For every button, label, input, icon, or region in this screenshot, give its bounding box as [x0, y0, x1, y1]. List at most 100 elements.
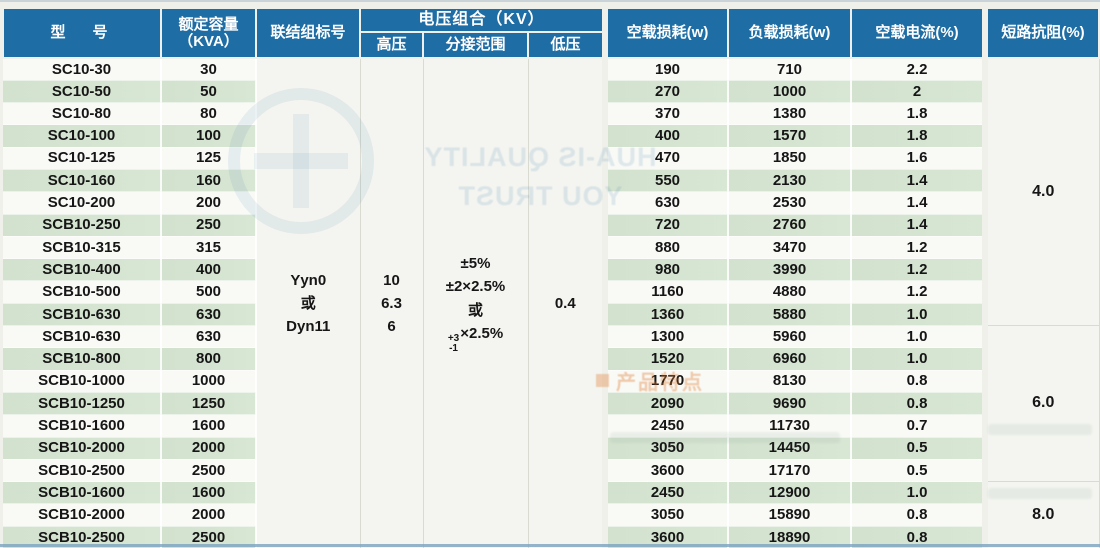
cell-no-load-current: 1.8 [851, 124, 987, 148]
cell-capacity: 125 [161, 146, 257, 170]
cell-model: SCB10-2000 [3, 503, 162, 527]
cell-no-load-current: 2 [851, 79, 987, 103]
cell-load-loss: 2760 [728, 213, 853, 237]
spec-table: 型 号 额定容量 （KVA） 联结组标号 电压组合（KV） 空载损耗(w) 负载… [2, 7, 1100, 548]
col-header-lv: 低压 [526, 31, 607, 59]
cell-no-load-loss: 400 [602, 124, 730, 148]
cell-no-load-current: 1.4 [851, 191, 987, 215]
cell-capacity: 200 [161, 191, 257, 215]
table-row: SC10-100 100 400 1570 1.8 [3, 124, 1099, 148]
cell-no-load-loss: 630 [602, 191, 730, 215]
cell-impedance: 4.0 [982, 57, 1100, 327]
cell-capacity: 80 [161, 102, 257, 125]
cell-model: SCB10-1600 [3, 481, 162, 504]
cell-model: SCB10-500 [3, 280, 162, 304]
spec-table-body: SC10-30 30 Yyn0 或 Dyn11 10 6.3 6 ±5% ±2×2.5% 或 +3 -1… [3, 57, 1100, 548]
cell-model: SC10-80 [3, 102, 162, 125]
cell-no-load-loss: 370 [602, 102, 730, 125]
cell-capacity: 400 [161, 258, 257, 281]
cell-no-load-current: 1.0 [851, 325, 987, 348]
cell-no-load-loss: 1360 [602, 302, 730, 326]
table-row: SC10-125 125 470 1850 1.6 [3, 146, 1099, 170]
cell-model: SC10-100 [3, 124, 162, 148]
capacity-header-line2: （KVA） [178, 33, 239, 50]
table-row: SCB10-630 630 1360 5880 1.0 [3, 302, 1099, 326]
cell-model: SC10-125 [3, 146, 162, 170]
cell-capacity: 630 [161, 302, 257, 326]
cell-no-load-current: 1.4 [851, 168, 987, 192]
cell-no-load-loss: 550 [602, 168, 730, 192]
cell-no-load-current: 1.0 [851, 481, 987, 504]
cell-no-load-current: 1.4 [851, 213, 987, 237]
table-header: 型 号 额定容量 （KVA） 联结组标号 电压组合（KV） 空载损耗(w) 负载… [2, 7, 1100, 59]
cell-load-loss: 11730 [728, 414, 853, 438]
table-row: SCB10-2500 2500 3600 18890 0.8 [3, 525, 1099, 548]
cell-load-loss: 14450 [728, 436, 853, 460]
cell-capacity: 2000 [161, 503, 257, 527]
cell-load-loss: 1570 [728, 124, 853, 148]
table-row: SC10-50 50 270 1000 2 [3, 79, 1099, 103]
cell-no-load-loss: 2450 [602, 414, 730, 438]
col-header-model: 型 号 [2, 7, 162, 59]
cell-capacity: 1600 [161, 414, 257, 438]
cell-capacity: 2500 [161, 525, 257, 548]
cell-no-load-loss: 3050 [602, 503, 730, 527]
cell-no-load-current: 1.2 [851, 235, 987, 259]
cell-capacity: 50 [161, 79, 257, 103]
cell-model: SC10-160 [3, 168, 162, 192]
col-header-load-loss: 负载损耗(w) [727, 7, 853, 59]
cell-no-load-current: 0.5 [851, 458, 987, 482]
cell-capacity: 1250 [161, 391, 257, 415]
table-row: SCB10-500 500 1160 4880 1.2 [3, 280, 1099, 304]
cell-no-load-loss: 3600 [602, 458, 730, 482]
table-row: SCB10-630 630 1300 5960 1.0 6.0 [3, 325, 1100, 483]
cell-model: SCB10-1000 [3, 369, 162, 393]
cell-capacity: 250 [161, 213, 257, 237]
cell-capacity: 1000 [161, 369, 257, 393]
cell-model: SCB10-315 [3, 235, 162, 259]
capacity-header-line1: 额定容量 [178, 15, 239, 33]
cell-no-load-current: 0.8 [851, 369, 987, 393]
page-top-edge-line [0, 0, 1100, 2]
cell-load-loss: 15890 [728, 503, 853, 527]
cell-no-load-loss: 2090 [602, 391, 730, 415]
cell-capacity: 315 [161, 235, 257, 259]
cell-load-loss: 1850 [728, 146, 853, 170]
cell-model: SC10-50 [3, 79, 162, 103]
cell-load-loss: 4880 [728, 280, 853, 304]
cell-impedance: 6.0 [982, 325, 1100, 483]
cell-load-loss: 5960 [728, 325, 853, 348]
cell-model: SCB10-630 [3, 325, 162, 348]
cell-no-load-loss: 980 [602, 258, 730, 281]
table-row: SCB10-2000 2000 3050 14450 0.5 [3, 436, 1099, 460]
cell-no-load-loss: 720 [602, 213, 730, 237]
cell-capacity: 2000 [161, 436, 257, 460]
cell-model: SCB10-2500 [3, 525, 162, 548]
col-header-capacity: 额定容量 （KVA） [160, 7, 257, 59]
table-row: SCB10-1600 1600 2450 12900 1.0 8.0 [3, 481, 1100, 548]
cell-capacity: 630 [161, 325, 257, 348]
cell-no-load-current: 0.7 [851, 414, 987, 438]
tap-plus-minus-stack: +3 -1 [447, 332, 460, 355]
col-header-connection-group: 联结组标号 [255, 7, 361, 59]
cell-model: SCB10-2000 [3, 436, 162, 460]
cell-load-loss: 12900 [728, 481, 853, 504]
cell-model: SCB10-1600 [3, 414, 162, 438]
cell-model: SCB10-2500 [3, 458, 162, 482]
cell-capacity: 1600 [161, 481, 257, 504]
cell-no-load-current: 1.6 [851, 146, 987, 170]
cell-load-loss: 2530 [728, 191, 853, 215]
table-row: SC10-80 80 370 1380 1.8 [3, 102, 1099, 125]
col-header-impedance: 短路抗阻(%) [982, 7, 1100, 59]
col-header-no-load-current: 空载电流(%) [850, 7, 987, 59]
cell-no-load-current: 0.8 [851, 503, 987, 527]
cell-load-loss: 8130 [728, 369, 853, 393]
cell-no-load-current: 0.8 [851, 525, 987, 548]
col-header-hv: 高压 [359, 31, 424, 59]
cell-load-loss: 710 [728, 57, 853, 81]
table-row: SCB10-250 250 720 2760 1.4 [3, 213, 1099, 237]
cell-no-load-loss: 470 [602, 146, 730, 170]
table-row: SC10-160 160 550 2130 1.4 [3, 168, 1099, 192]
table-row: SC10-200 200 630 2530 1.4 [3, 191, 1099, 215]
cell-load-loss: 3990 [728, 258, 853, 281]
